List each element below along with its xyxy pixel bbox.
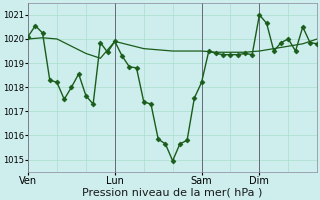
X-axis label: Pression niveau de la mer( hPa ): Pression niveau de la mer( hPa ) [83,187,263,197]
